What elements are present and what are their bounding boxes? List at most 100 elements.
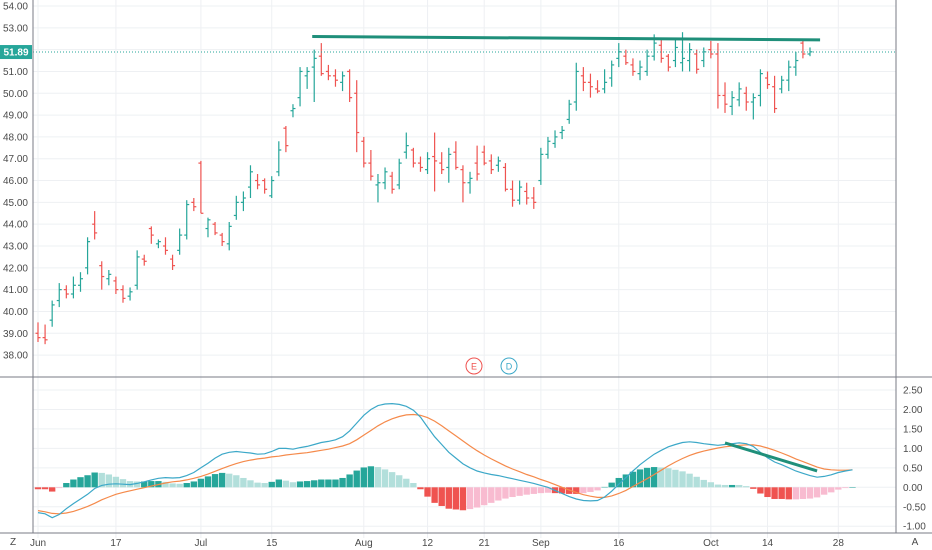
ohlc-bar [375,174,381,203]
macd-histogram-bar [226,473,233,488]
macd-histogram-bar [303,481,311,488]
macd-histogram-bar [148,481,155,488]
macd-histogram-bar [318,479,325,488]
ohlc-bar [595,80,601,94]
ohlc-bar [786,60,792,92]
x-tick-label: Jul [195,538,208,549]
macd-histogram-bar [84,475,91,488]
macd-histogram-bar [70,479,77,488]
ohlc-bar [247,165,253,198]
ohlc-bar [311,49,317,102]
ohlc-bar [49,300,55,327]
ohlc-bar [304,67,310,89]
macd-histogram-bar [275,479,282,488]
indicator-badge-e[interactable]: E [465,357,483,375]
macd-histogram-bar [835,487,842,490]
macd-histogram-bar [367,466,375,488]
macd-histogram-bar [650,467,658,488]
ohlc-bar [92,211,98,240]
macd-histogram-bar [254,482,261,488]
macd-histogram-bar [544,487,552,493]
x-tick-label: 21 [479,538,491,549]
macd-tick-label: 1.00 [903,444,923,455]
macd-histogram-bar [573,487,580,494]
ohlc-bar [736,82,742,107]
macd-histogram-bar [289,482,297,488]
ohlc-bar [148,226,154,244]
macd-histogram-bar [424,487,431,497]
ohlc-bar [460,165,466,203]
macd-histogram-bar [686,473,693,488]
macd-histogram-bar [169,483,176,488]
ohlc-bar [531,187,537,209]
ohlc-bar [276,141,282,177]
x-tick-label: Oct [703,538,719,549]
macd-histogram-bar [757,487,764,494]
macd-tick-label: 2.00 [903,405,923,416]
ohlc-bar [432,132,438,192]
macd-line [37,402,853,519]
macd-histogram-bar [466,487,474,510]
ohlc-bar [545,136,551,159]
macd-histogram-bar [296,481,304,488]
macd-histogram-bar [56,487,63,489]
ohlc-bar [205,217,211,238]
macd-histogram-bar [268,481,275,488]
macd-histogram-bar [417,487,424,490]
ohlc-bar [56,283,62,308]
ohlc-bar [297,67,303,107]
timezone-button[interactable]: Z [10,537,16,548]
divergence-trendline[interactable] [724,441,818,473]
macd-histogram-bar [516,487,523,496]
macd-histogram-bar [445,487,452,509]
macd-histogram-bar [693,476,700,488]
macd-histogram-bar [743,486,750,488]
macd-histogram-bar [502,487,509,499]
x-tick-label: Sep [532,538,550,549]
ohlc-bar [729,91,735,116]
ohlc-bar [332,69,338,87]
macd-histogram-bar [707,482,715,488]
ohlc-bar [495,156,501,172]
price-tick-label: 47.00 [3,154,28,165]
auto-scale-button[interactable]: A [912,537,919,548]
x-tick-label: 14 [762,538,774,549]
ohlc-bar [793,51,799,76]
macd-histogram-bar [764,487,771,498]
ohlc-bar [779,75,785,94]
macd-histogram-bar [233,475,240,488]
macd-histogram-bar [282,480,290,488]
macd-histogram-bar [311,480,318,488]
macd-histogram-bar [785,487,792,500]
ohlc-bar [637,60,643,81]
ohlc-bar [70,276,76,299]
macd-histogram-bar [813,487,821,498]
macd-histogram-bar [452,487,460,510]
macd-histogram-bar [679,471,686,488]
macd-histogram-bar [473,487,481,508]
price-tick-label: 50.00 [3,89,28,100]
ohlc-bar [715,43,721,109]
macd-histogram-bar [381,469,389,488]
ohlc-bar [538,147,544,185]
ohlc-bar [410,147,416,168]
resistance-trendline[interactable] [312,35,821,42]
ohlc-bar [283,126,289,153]
price-tick-label: 42.00 [3,263,28,274]
macd-histogram-bar [332,479,339,488]
macd-histogram-bar [530,487,537,494]
macd-histogram-bar [218,472,226,488]
ohlc-bar [439,152,445,174]
macd-histogram-bar [665,468,672,488]
indicator-badge-d[interactable]: D [500,357,518,375]
x-tick-label: Jun [30,538,46,549]
macd-histogram-bar [360,467,367,488]
ohlc-bar [233,195,239,220]
ohlc-bar [106,270,112,286]
macd-histogram-bar [91,472,98,488]
ohlc-bar [644,49,650,76]
ohlc-bar [42,324,48,345]
ohlc-bar [453,141,459,170]
ohlc-bar [198,160,204,214]
